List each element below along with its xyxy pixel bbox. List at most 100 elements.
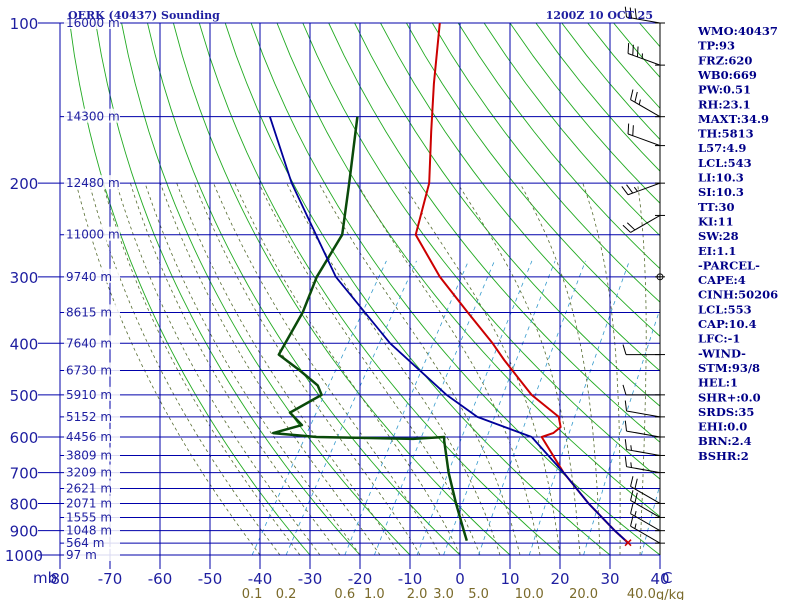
index-bg [696,82,766,96]
x-unit-label: C [662,569,672,587]
height-label-bg [64,226,120,241]
height-label: 1555 m [66,510,112,524]
temp-label-bg [44,569,76,586]
temp-label-bg [494,569,526,586]
pressure-tick-label: 100 [10,15,39,33]
index-item: TH:5813 [698,127,754,141]
temp-label-bg [194,569,226,586]
height-label: 9740 m [66,270,112,284]
moist-adiabat [88,182,281,555]
wind-barb-flag [622,384,627,395]
wind-barb-flag [634,91,638,103]
index-bg [696,38,766,52]
pressure-tick-label: 300 [10,269,39,287]
height-label: 5152 m [66,410,112,424]
moist-adiabat [234,182,461,555]
mixing-ratio-label: 2.0 [407,587,428,600]
index-item: SHR+:0.0 [698,390,761,404]
index-item: SRDS:35 [698,405,754,419]
wind-barb-flag [634,478,638,490]
index-bg [696,404,766,418]
temperature-tick-label: 30 [600,570,619,588]
temperature-tick-label: -60 [148,570,173,588]
height-label: 4456 m [66,430,112,444]
wind-barb-flag [622,224,631,233]
wind-barb-half-flag [634,510,637,517]
wind-barb-flag [624,439,628,450]
index-item: SW:28 [698,229,739,243]
index-bg [696,97,766,111]
index-item: TP:93 [698,39,735,53]
temperature-tick-label: 80 [50,570,69,588]
wind-barb-flag [630,515,634,527]
height-label: 2621 m [66,482,112,496]
height-label: 14300 m [66,110,120,124]
wind-barb-flag [630,476,634,487]
index-bg [696,390,766,404]
index-item: WB0:669 [697,68,757,82]
mixing-ratio-label: 3.0 [433,587,454,600]
wind-barb-flag [626,222,636,231]
height-label: 16000 m [66,16,120,30]
height-label-bg [64,547,120,561]
temp-label-bg [244,569,276,586]
wind-barb-shaft [630,525,661,544]
index-bg [696,302,766,316]
mixing-ratio-label: 5.0 [468,587,489,600]
wind-barb-flag [624,420,628,432]
temp-label-bg [344,569,376,586]
height-label-bg [64,495,120,510]
mixing-ratio-label: 0.6 [334,587,355,600]
dewpoint-line [271,116,468,542]
height-label: 12480 m [66,176,120,190]
wind-barb-half-flag [630,445,632,451]
mixing-ratio-line [285,260,417,555]
index-item: CINH:50206 [698,288,778,302]
temp-label-bg [594,569,626,586]
height-label: 6730 m [66,364,112,378]
index-bg [696,273,766,287]
index-bg [696,448,766,462]
height-label-bg [64,175,120,190]
height-label: 2071 m [66,496,112,510]
mixing-ratio-label: 40.0 [627,587,656,600]
height-label-bg [64,408,120,423]
wind-barb-flag [622,344,627,355]
mixing-ratio-label: 10.0 [515,587,544,600]
wind-barb-shaft [630,500,661,518]
index-bg [696,53,766,67]
index-item: CAPE:4 [698,273,746,287]
wind-barb-shaft [626,430,661,438]
wind-barb-half-flag [634,523,637,529]
pressure-tick-label: 200 [10,175,39,193]
moist-adiabat [637,183,647,555]
index-item: HEL:1 [698,376,738,390]
wind-barb-shaft [630,215,661,233]
height-label: 564 m [66,536,104,550]
index-bg [696,331,766,345]
wind-barb-half-flag [630,462,632,468]
wind-barb-flag [626,184,634,194]
temperature-tick-label: 20 [550,570,569,588]
y-unit-label: mb [33,569,57,587]
height-label-bg [64,428,120,443]
index-item: EHI:0.0 [698,420,747,434]
index-item: LCL:543 [698,156,752,170]
mixing-ratio-label: 1.0 [364,587,385,600]
pressure-tick-label: 400 [10,335,39,353]
index-bg [696,141,766,155]
temperature-tick-label: -10 [398,570,423,588]
height-label: 7640 m [66,336,112,350]
index-item: TT:30 [698,200,735,214]
index-item: EI:1.1 [698,244,736,258]
wind-barb-shaft [626,16,661,24]
wind-column [621,6,665,555]
height-label-bg [64,447,120,462]
index-bg [696,360,766,374]
temperature-tick-label: -40 [248,570,273,588]
temp-label-bg [444,569,476,586]
index-item: RH:23.1 [698,97,751,111]
parcel-line [269,116,629,544]
temp-label-bg [644,569,676,586]
